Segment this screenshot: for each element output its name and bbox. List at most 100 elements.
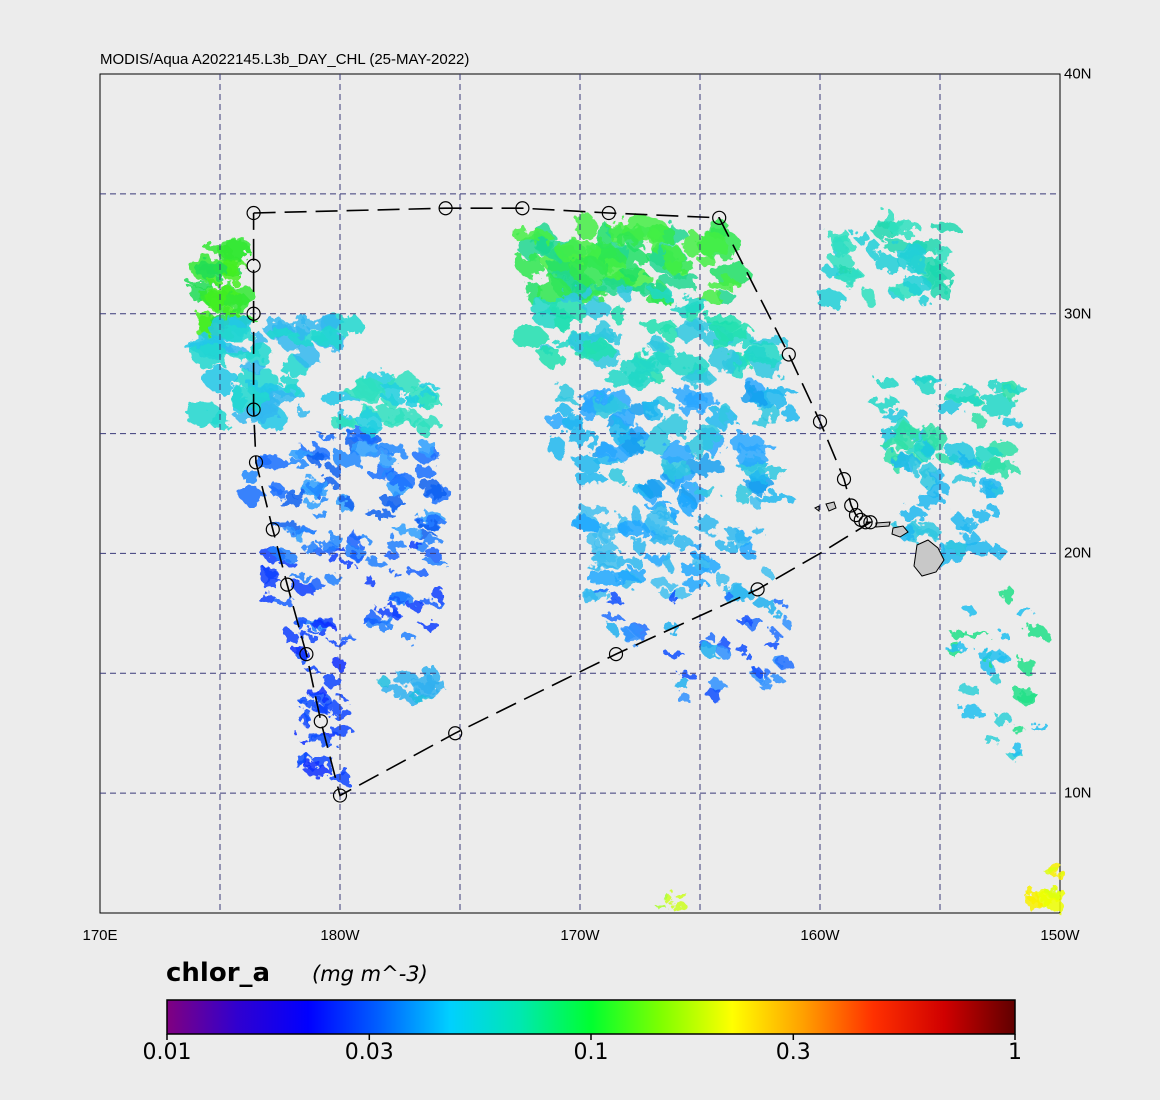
chlorophyll-patch bbox=[297, 341, 318, 368]
chlorophyll-patch bbox=[762, 668, 771, 678]
chlorophyll-patch bbox=[661, 272, 700, 289]
chlorophyll-patch bbox=[868, 240, 881, 260]
chlorophyll-patch bbox=[347, 533, 363, 548]
chlorophyll-patch bbox=[759, 683, 774, 690]
chlorophyll-patch bbox=[1026, 623, 1046, 640]
lat-tick-label: 30N bbox=[1064, 305, 1092, 323]
station-marker[interactable] bbox=[246, 306, 261, 321]
chlorophyll-patch bbox=[931, 257, 943, 279]
colorbar-variable: chlor_a bbox=[166, 958, 271, 988]
chlorophyll-patch bbox=[608, 469, 628, 482]
chlorophyll-patch bbox=[301, 635, 320, 641]
station-marker[interactable] bbox=[246, 258, 261, 273]
chlorophyll-patch bbox=[706, 277, 741, 291]
chlorophyll-patch bbox=[327, 464, 342, 475]
chlorophyll-patch bbox=[311, 692, 320, 700]
station-marker[interactable] bbox=[750, 582, 765, 597]
station-marker[interactable] bbox=[863, 515, 878, 530]
chlorophyll-patch bbox=[379, 383, 405, 403]
chlorophyll-patch bbox=[974, 415, 987, 430]
chlorophyll-patch bbox=[923, 422, 937, 446]
chlorophyll-patch bbox=[415, 440, 438, 455]
station-marker[interactable] bbox=[313, 714, 328, 729]
chlorophyll-patch bbox=[303, 709, 312, 723]
station-marker[interactable] bbox=[299, 647, 314, 662]
chlorophyll-patch bbox=[257, 568, 279, 583]
chlorophyll-patch bbox=[974, 448, 1003, 461]
chlorophyll-patch bbox=[714, 573, 730, 587]
chlorophyll-patch bbox=[389, 472, 415, 490]
chlorophyll-patch bbox=[1018, 690, 1039, 707]
station-marker[interactable] bbox=[781, 347, 796, 362]
chlorophyll-patch bbox=[271, 482, 284, 494]
station-marker[interactable] bbox=[265, 522, 280, 537]
chlorophyll-patch bbox=[668, 353, 707, 375]
chlorophyll-patch bbox=[901, 508, 927, 522]
chlorophyll-patch bbox=[917, 374, 937, 395]
station-marker[interactable] bbox=[246, 205, 261, 221]
lat-tick-label: 20N bbox=[1064, 544, 1092, 562]
chlorophyll-patch bbox=[609, 623, 618, 634]
chlorophyll-patch bbox=[321, 393, 361, 406]
station-marker[interactable] bbox=[608, 647, 624, 662]
chlorophyll-patch bbox=[673, 387, 697, 402]
station-marker[interactable] bbox=[332, 788, 348, 803]
chlorophyll-patch bbox=[407, 541, 423, 548]
chlorophyll-patch bbox=[227, 349, 262, 360]
chlorophyll-patch bbox=[228, 386, 271, 412]
station-marker[interactable] bbox=[848, 507, 864, 523]
chlorophyll-patch bbox=[879, 409, 909, 420]
chlorophyll-patch bbox=[921, 442, 935, 457]
colorbar-ticks bbox=[166, 1034, 1016, 1040]
station-marker[interactable] bbox=[515, 201, 530, 216]
station-marker[interactable] bbox=[448, 726, 463, 741]
chlorophyll-patch bbox=[356, 409, 381, 430]
station-marker[interactable] bbox=[812, 414, 828, 429]
chlorophyll-patch bbox=[414, 683, 437, 697]
colorbar-tick-label: 0.03 bbox=[344, 1040, 394, 1065]
chlorophyll-patch bbox=[551, 297, 587, 321]
chlorophyll-patch bbox=[603, 372, 642, 385]
chlorophyll-patch bbox=[241, 470, 262, 483]
chlorophyll-patch bbox=[259, 592, 276, 606]
station-marker[interactable] bbox=[248, 455, 264, 470]
chlorophyll-patch bbox=[893, 423, 918, 448]
colorbar-tick-label: 1 bbox=[1008, 1040, 1022, 1065]
station-marker[interactable] bbox=[712, 210, 727, 225]
chlorophyll-patch bbox=[990, 670, 999, 684]
chlorophyll-patch bbox=[931, 223, 960, 232]
chlorophyll-patch bbox=[390, 604, 399, 620]
station-marker[interactable] bbox=[844, 498, 859, 513]
station-marker[interactable] bbox=[858, 515, 873, 530]
chlorophyll-patch bbox=[383, 550, 400, 559]
chlorophyll-patch bbox=[293, 582, 315, 594]
station-marker[interactable] bbox=[280, 577, 295, 592]
chlorophyll-patch bbox=[406, 569, 429, 577]
chlorophyll-patch bbox=[997, 653, 1010, 664]
chlorophyll-patch bbox=[674, 893, 689, 898]
station-marker[interactable] bbox=[246, 402, 261, 417]
lat-tick-label: 10N bbox=[1064, 784, 1092, 802]
station-marker[interactable] bbox=[836, 472, 852, 487]
chlorophyll-patch bbox=[285, 528, 315, 534]
chlorophyll-patch bbox=[421, 537, 443, 544]
station-marker[interactable] bbox=[601, 205, 616, 221]
chlorophyll-patch bbox=[547, 436, 566, 457]
chlorophyll-patch bbox=[887, 220, 922, 235]
chlorophyll-patch bbox=[642, 400, 665, 419]
chlorophyll-patch bbox=[684, 230, 701, 258]
hawaii-big-island bbox=[913, 539, 945, 577]
chlorophyll-patch bbox=[602, 612, 622, 621]
chlorophyll-patch bbox=[575, 455, 601, 473]
chlorophyll-patch bbox=[319, 497, 330, 504]
chlorophyll-patch bbox=[717, 541, 738, 553]
chlorophyll-patch bbox=[416, 521, 442, 529]
chlorophyll-patch bbox=[669, 509, 681, 520]
chlorophyll-patch bbox=[344, 560, 355, 570]
chlorophyll-patch bbox=[555, 384, 574, 400]
chlorophyll-patch bbox=[362, 577, 376, 585]
station-marker[interactable] bbox=[438, 201, 453, 216]
chlorophyll-patch bbox=[1011, 741, 1022, 759]
chlorophyll-patch bbox=[302, 543, 320, 554]
